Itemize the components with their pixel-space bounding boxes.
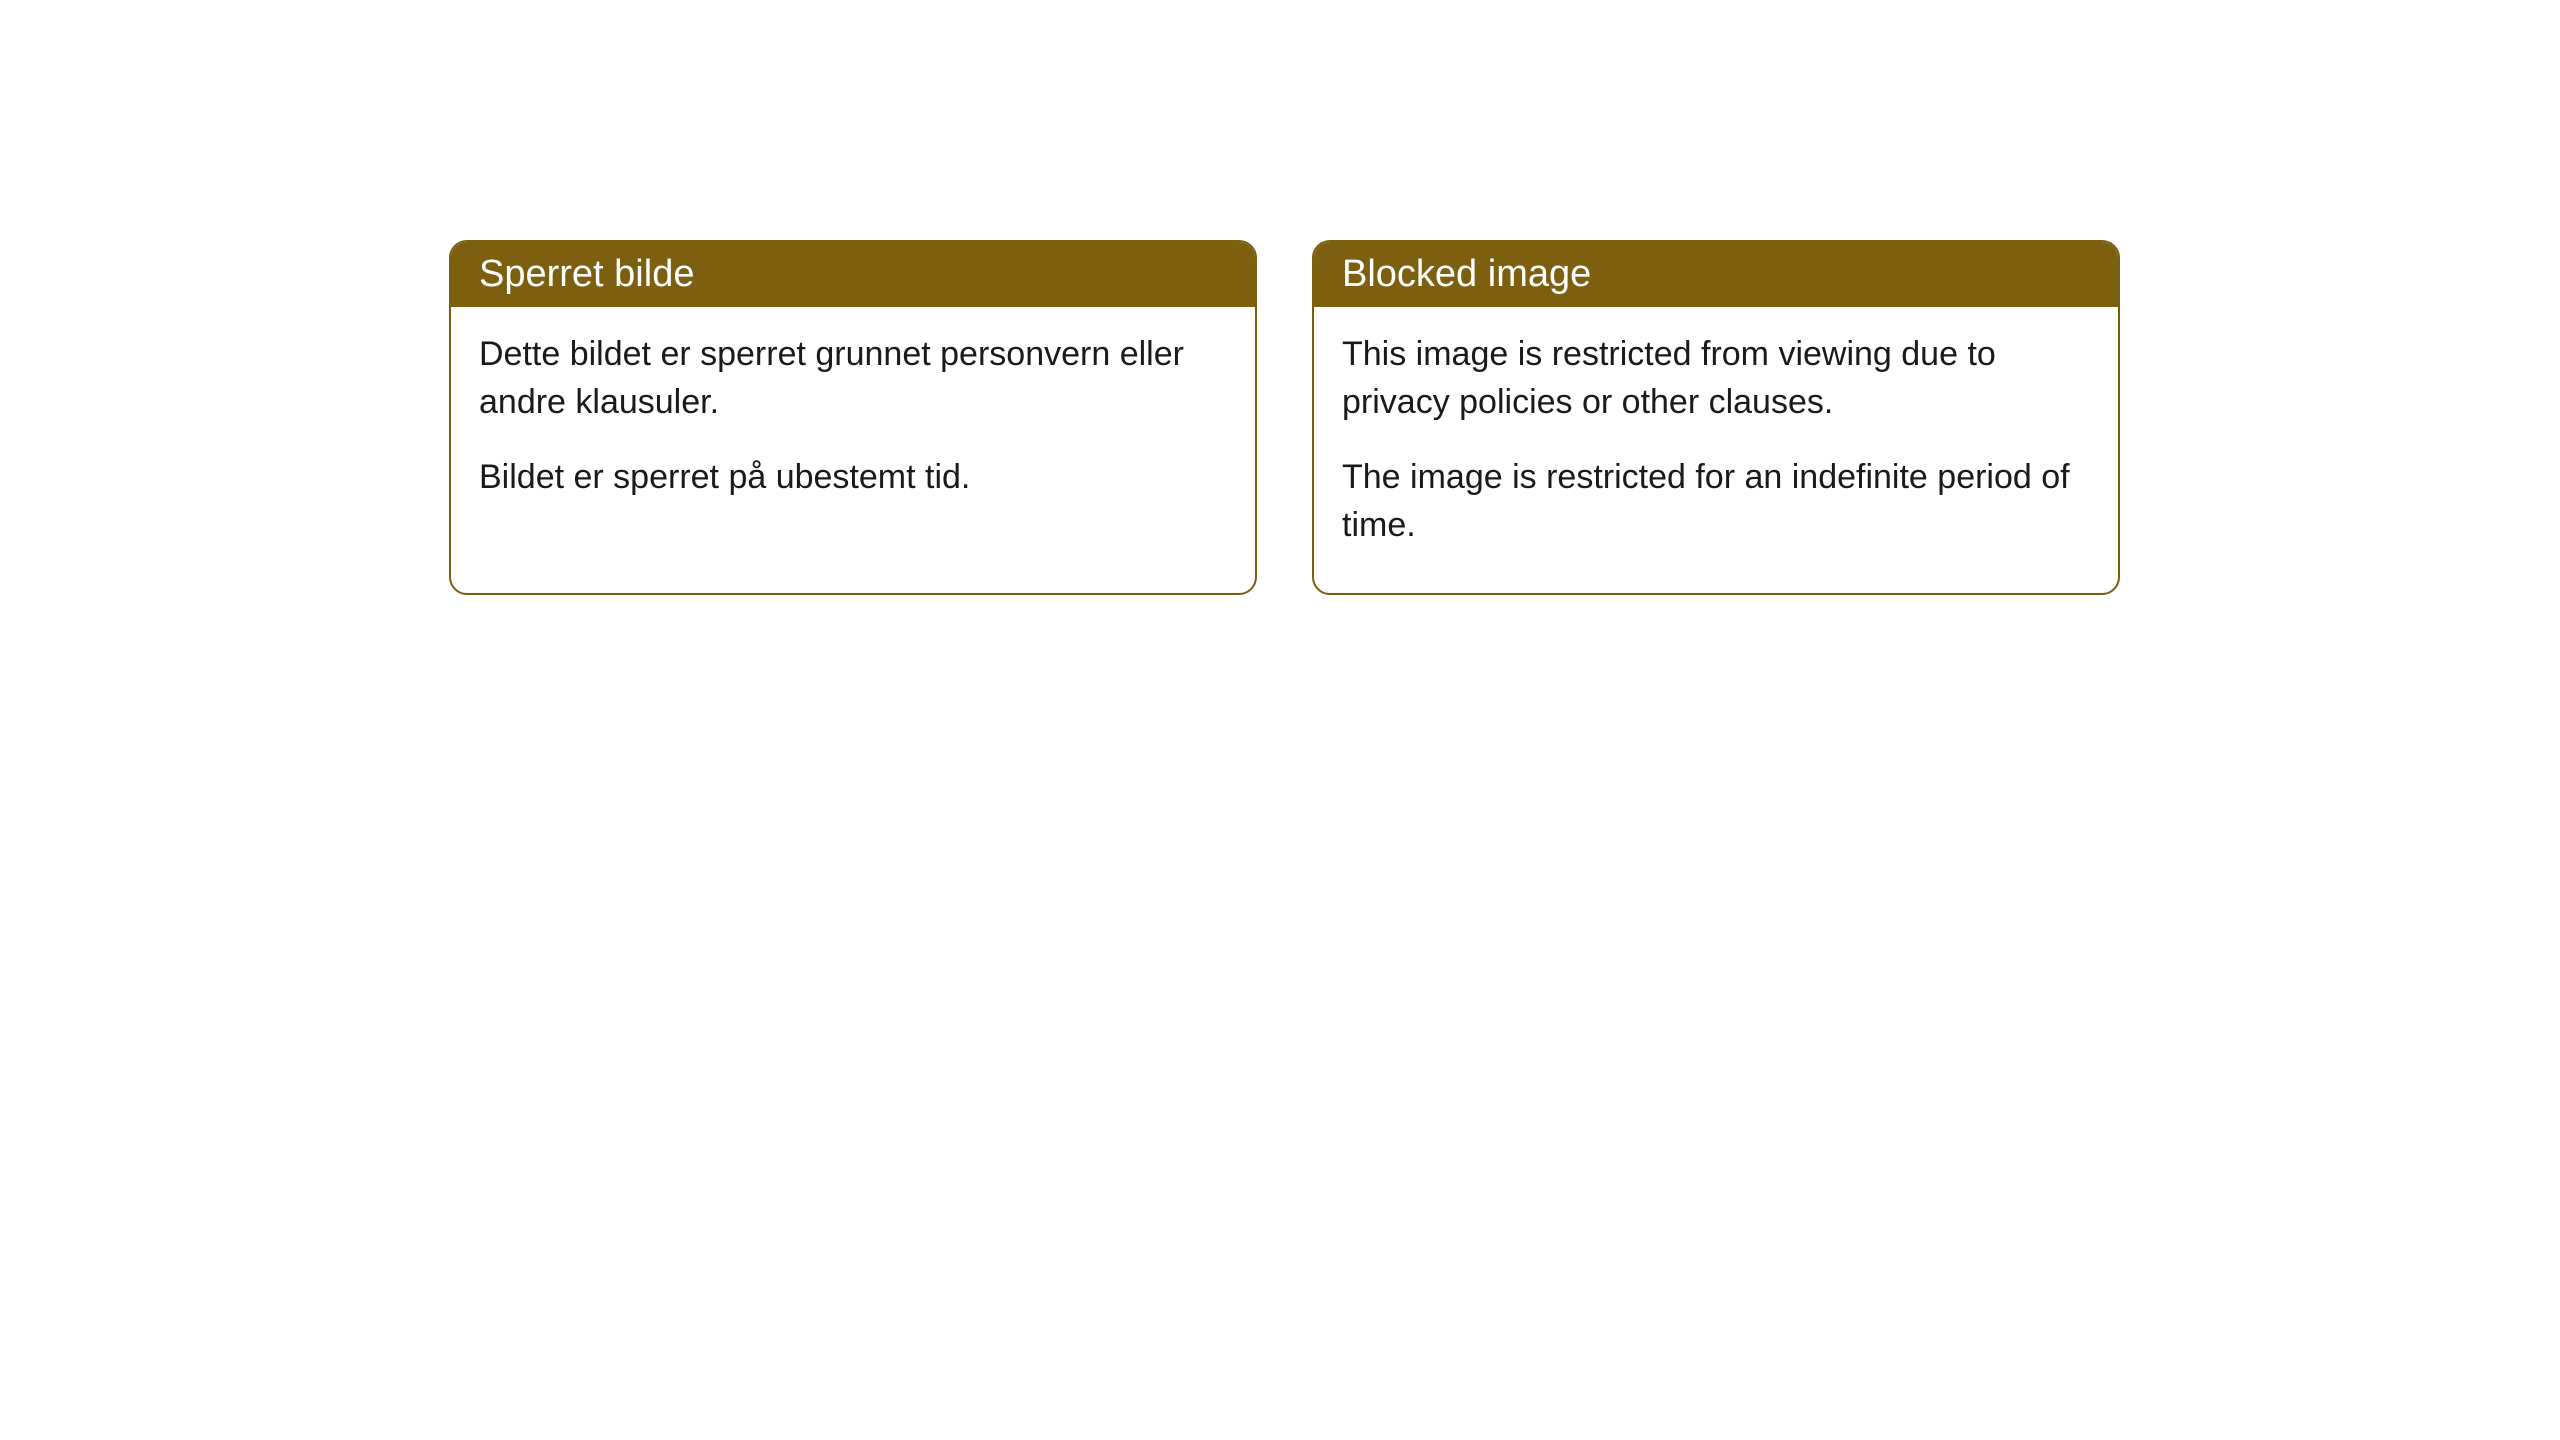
card-header-norwegian: Sperret bilde bbox=[451, 242, 1255, 307]
card-title: Sperret bilde bbox=[479, 253, 694, 295]
card-paragraph-2: The image is restricted for an indefinit… bbox=[1342, 454, 2090, 549]
card-paragraph-1: Dette bildet er sperret grunnet personve… bbox=[479, 331, 1227, 426]
card-title: Blocked image bbox=[1342, 253, 1591, 295]
card-header-english: Blocked image bbox=[1314, 242, 2118, 307]
card-english: Blocked image This image is restricted f… bbox=[1312, 240, 2120, 595]
card-body-english: This image is restricted from viewing du… bbox=[1314, 307, 2118, 593]
card-norwegian: Sperret bilde Dette bildet er sperret gr… bbox=[449, 240, 1257, 595]
card-paragraph-1: This image is restricted from viewing du… bbox=[1342, 331, 2090, 426]
card-body-norwegian: Dette bildet er sperret grunnet personve… bbox=[451, 307, 1255, 546]
cards-container: Sperret bilde Dette bildet er sperret gr… bbox=[449, 240, 2120, 595]
card-paragraph-2: Bildet er sperret på ubestemt tid. bbox=[479, 454, 1227, 502]
